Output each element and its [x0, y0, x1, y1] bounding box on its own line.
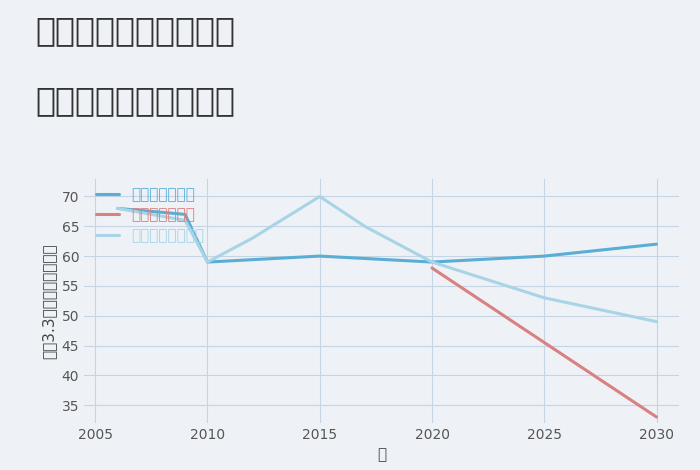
- Line: バッドシナリオ: バッドシナリオ: [432, 268, 657, 417]
- ノーマルシナリオ: [360, 223, 369, 229]
- Line: グッドシナリオ: グッドシナリオ: [118, 208, 657, 262]
- ノーマルシナリオ: [113, 205, 122, 211]
- グッドシナリオ: [113, 205, 122, 211]
- Y-axis label: 坪（3.3㎡）単価（万円）: 坪（3.3㎡）単価（万円）: [41, 243, 56, 359]
- バッドシナリオ: [652, 414, 661, 420]
- グッドシナリオ: [540, 253, 549, 259]
- X-axis label: 年: 年: [377, 447, 386, 462]
- Line: ノーマルシナリオ: ノーマルシナリオ: [118, 196, 657, 321]
- ノーマルシナリオ: [540, 295, 549, 301]
- ノーマルシナリオ: [203, 259, 211, 265]
- グッドシナリオ: [181, 212, 189, 217]
- ノーマルシナリオ: [181, 218, 189, 223]
- グッドシナリオ: [428, 259, 436, 265]
- ノーマルシナリオ: [316, 194, 324, 199]
- グッドシナリオ: [203, 259, 211, 265]
- ノーマルシナリオ: [428, 259, 436, 265]
- グッドシナリオ: [652, 242, 661, 247]
- ノーマルシナリオ: [248, 235, 257, 241]
- Text: 三重県鈴鹿市地子町の: 三重県鈴鹿市地子町の: [35, 14, 235, 47]
- Legend: グッドシナリオ, バッドシナリオ, ノーマルシナリオ: グッドシナリオ, バッドシナリオ, ノーマルシナリオ: [90, 181, 210, 249]
- バッドシナリオ: [428, 265, 436, 271]
- Text: 中古戸建ての価格推移: 中古戸建ての価格推移: [35, 85, 235, 118]
- グッドシナリオ: [316, 253, 324, 259]
- ノーマルシナリオ: [652, 319, 661, 324]
